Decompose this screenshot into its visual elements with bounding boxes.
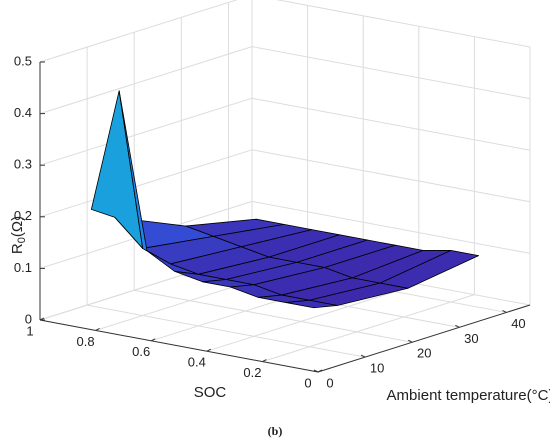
- tick-mark: [407, 339, 413, 343]
- y-tick-label: 10: [370, 361, 384, 376]
- z-label-base: R: [9, 243, 26, 254]
- tick-mark: [39, 317, 45, 321]
- z-label-sub: 0: [16, 237, 28, 243]
- z-label-rest: (Ω): [9, 216, 26, 237]
- tick-mark: [262, 359, 267, 363]
- grid-line: [206, 283, 419, 352]
- x-tick-label: 0.8: [77, 334, 95, 349]
- grid-line: [251, 46, 531, 100]
- grid-line: [134, 289, 413, 343]
- z-axis-label: R0(Ω): [9, 216, 28, 254]
- tick-mark: [313, 369, 319, 373]
- grid-line: [262, 294, 475, 363]
- grid-line: [87, 304, 366, 358]
- y-tick-label: 20: [417, 346, 431, 361]
- x-tick-label: 0: [304, 375, 311, 390]
- x-tick-label: 0.6: [132, 344, 150, 359]
- z-tick-label: 0: [25, 311, 32, 326]
- x-axis-label: SOC: [194, 384, 227, 401]
- y-tick-label: 30: [464, 331, 478, 346]
- tick-mark: [360, 354, 366, 358]
- grid-line: [276, 0, 531, 48]
- grid-line: [39, 149, 253, 218]
- grid-line: [39, 97, 253, 166]
- x-tick-label: 0.4: [188, 355, 206, 370]
- tick-mark: [95, 327, 100, 331]
- surface-patch: [285, 299, 338, 309]
- x-tick-label: 0.2: [243, 365, 261, 380]
- grid-line: [39, 46, 253, 115]
- tick-mark: [502, 309, 507, 313]
- y-axis-label: Ambient temperature(°C): [387, 387, 550, 404]
- axis-line: [317, 304, 531, 373]
- z-tick-label: 0.1: [14, 260, 32, 275]
- tick-mark: [455, 324, 460, 328]
- z-tick-label: 0.5: [14, 53, 32, 68]
- caption: (b): [268, 424, 283, 438]
- grid-line: [251, 97, 531, 151]
- z-tick-label: 0.2: [14, 208, 32, 223]
- y-tick-label: 40: [511, 316, 525, 331]
- tick-mark: [317, 369, 323, 373]
- grid-line: [251, 200, 531, 254]
- tick-mark: [150, 338, 156, 342]
- z-tick-label: 0.3: [14, 157, 32, 172]
- grid-line: [251, 149, 531, 203]
- grid-line: [39, 0, 238, 63]
- axis-line: [39, 319, 319, 373]
- surface-patch: [90, 90, 144, 249]
- x-tick-label: 1: [26, 323, 33, 338]
- tick-mark: [206, 348, 212, 352]
- y-tick-label: 0: [326, 375, 333, 390]
- z-tick-label: 0.4: [14, 105, 32, 120]
